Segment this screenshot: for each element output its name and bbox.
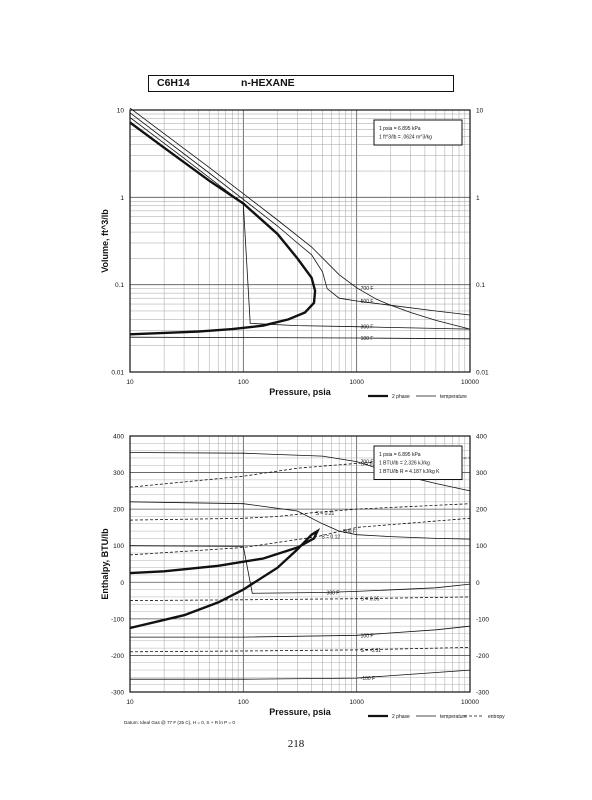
enthalpy-series-label: S = 0.3	[361, 461, 377, 467]
enthalpy-y-axis-label: Enthalpy, BTU/lb	[100, 528, 110, 600]
enthalpy-y-tick-label-left: 200	[113, 507, 124, 514]
enthalpy-y-tick-label-left: -200	[111, 653, 124, 660]
volume-series-label: 500 F	[361, 299, 374, 305]
enthalpy-y-tick-label-right: 0	[476, 580, 480, 587]
enthalpy-y-tick-label-right: 200	[476, 507, 487, 514]
enthalpy-y-tick-label-right: -300	[476, 690, 489, 697]
enthalpy-x-tick-label: 100	[238, 699, 249, 706]
enthalpy-y-tick-label-right: 400	[476, 434, 487, 441]
volume-x-axis-label: Pressure, psia	[269, 387, 332, 397]
volume-conversion-text: 1 psia = 6.895 kPa	[379, 126, 421, 132]
volume-plot-frame	[129, 109, 471, 373]
volume-series-line	[129, 336, 471, 340]
enthalpy-conversion-box	[373, 445, 463, 480]
volume-x-tick-label: 1000	[349, 379, 364, 386]
volume-y-tick-label-left: 1	[120, 195, 124, 202]
enthalpy-series-line	[129, 452, 471, 492]
enthalpy-series-line	[129, 501, 471, 540]
page-number: 218	[287, 738, 305, 750]
enthalpy-series-label: 700 F	[361, 460, 374, 466]
volume-series-line	[129, 107, 471, 330]
volume-y-tick-label-left: 0.01	[111, 370, 124, 377]
volume-y-tick-label-right: 10	[476, 108, 484, 115]
enthalpy-conversion-text: 1 psia = 6.895 kPa	[379, 452, 421, 458]
enthalpy-y-tick-label-left: 0	[120, 580, 124, 587]
enthalpy-plot-frame	[129, 435, 471, 693]
enthalpy-series-line	[129, 503, 471, 521]
volume-x-tick-label: 10000	[461, 379, 479, 386]
volume-series-line	[129, 112, 471, 316]
enthalpy-y-tick-label-right: 300	[476, 470, 487, 477]
volume-y-axis-label: Volume, ft^3/lb	[100, 209, 110, 273]
enthalpy-series-label: 300 F	[327, 591, 340, 597]
volume-series-label: 300 F	[361, 325, 374, 331]
enthalpy-x-axis-label: Pressure, psia	[269, 707, 332, 717]
enthalpy-y-tick-label-left: 300	[113, 470, 124, 477]
enthalpy-series-line	[129, 517, 471, 556]
volume-legend-label: temperature	[440, 394, 467, 400]
enthalpy-legend-label: temperature	[440, 714, 467, 720]
volume-series-line	[129, 121, 317, 336]
enthalpy-x-tick-label: 10	[126, 699, 134, 706]
enthalpy-series-label: S = -0.31	[361, 648, 382, 654]
enthalpy-series-label: S = 0.12	[321, 535, 340, 541]
volume-series-label: 700 F	[361, 286, 374, 292]
volume-conversion-box	[373, 119, 463, 146]
title-box: C6H14 n-HEXANE	[148, 75, 454, 92]
enthalpy-series-line	[130, 625, 471, 638]
enthalpy-series-label: -100 F	[361, 676, 375, 682]
enthalpy-y-tick-label-left: -300	[111, 690, 124, 697]
enthalpy-series-line	[129, 596, 471, 601]
volume-y-tick-label-right: 1	[476, 195, 480, 202]
volume-legend-label: 2 phase	[392, 394, 410, 400]
enthalpy-series-line	[129, 647, 471, 653]
enthalpy-conversion-text: 1 BTU/lb = 2.326 kJ/kg	[379, 461, 430, 467]
enthalpy-y-tick-label-right: -200	[476, 653, 489, 660]
volume-series-line	[129, 117, 471, 330]
enthalpy-y-tick-label-right: -100	[476, 616, 489, 623]
volume-x-tick-label: 10	[126, 379, 134, 386]
volume-y-tick-label-right: 0.1	[476, 282, 485, 289]
enthalpy-legend-label: 2 phase	[392, 714, 410, 720]
volume-series-label: 100 F	[361, 336, 374, 342]
enthalpy-conversion-text: 1 BTU/lb R = 4.187 kJ/kg K	[379, 469, 440, 475]
enthalpy-y-tick-label-left: 400	[113, 434, 124, 441]
compound-formula: C6H14	[157, 77, 190, 89]
enthalpy-series-label: S = 0.21	[316, 511, 335, 517]
volume-y-tick-label-left: 0.1	[115, 282, 124, 289]
volume-conversion-text: 1 ft^3/lb = .0624 m^3/kg	[379, 135, 432, 141]
enthalpy-series-line	[130, 669, 471, 680]
enthalpy-series-line	[129, 545, 471, 594]
enthalpy-x-tick-label: 1000	[349, 699, 364, 706]
compound-name: n-HEXANE	[241, 77, 295, 89]
volume-x-tick-label: 100	[238, 379, 249, 386]
enthalpy-y-tick-label-left: 100	[113, 543, 124, 550]
enthalpy-footnote: Datum: Ideal Gas @ 77 F (25 C), H = 0, S…	[124, 720, 235, 725]
enthalpy-series-label: S = 0.05	[361, 597, 380, 603]
enthalpy-y-tick-label-left: -100	[111, 616, 124, 623]
enthalpy-series-label: 100 F	[361, 633, 374, 639]
enthalpy-y-tick-label-right: 100	[476, 543, 487, 550]
enthalpy-x-tick-label: 10000	[461, 699, 479, 706]
volume-y-tick-label-left: 10	[117, 108, 125, 115]
enthalpy-series-label: 500 F	[343, 529, 356, 535]
enthalpy-legend-label: entropy	[488, 714, 505, 720]
volume-y-tick-label-right: 0.01	[476, 370, 489, 377]
